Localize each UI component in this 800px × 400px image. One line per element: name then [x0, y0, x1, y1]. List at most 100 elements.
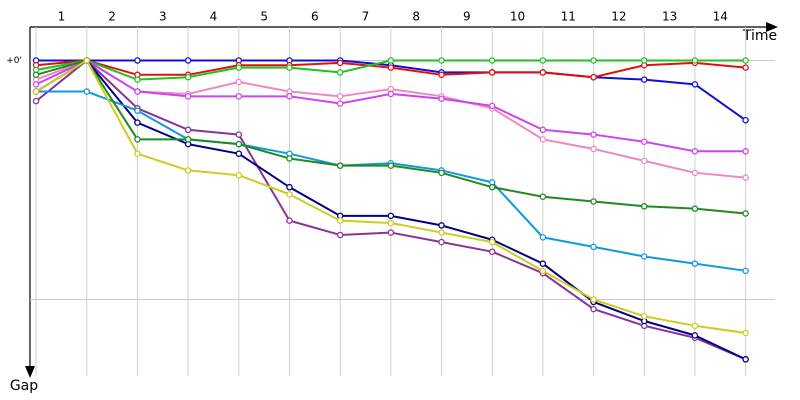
data-point [387, 162, 395, 169]
data-point [184, 167, 192, 174]
data-point [691, 332, 699, 339]
data-point [488, 238, 496, 246]
data-point [539, 126, 547, 134]
data-point [438, 95, 445, 102]
data-point [590, 145, 597, 153]
data-point [742, 148, 749, 155]
data-point [640, 76, 648, 83]
data-point [742, 57, 749, 64]
data-point [184, 57, 192, 64]
data-point [184, 73, 192, 81]
data-point [286, 93, 293, 100]
data-point [742, 329, 749, 337]
data-point [387, 90, 395, 98]
data-point [235, 93, 243, 100]
data-point [539, 267, 547, 275]
data-point [134, 76, 141, 83]
data-point [691, 148, 699, 155]
data-point [590, 73, 597, 81]
x-tick-label: 11 [561, 10, 576, 24]
data-point [488, 248, 496, 255]
data-point [32, 88, 40, 95]
x-tick-label: 7 [362, 10, 370, 24]
x-tick-label: 5 [260, 10, 268, 24]
data-point [134, 88, 141, 95]
data-point [336, 217, 344, 224]
data-point [539, 57, 547, 64]
data-point [488, 57, 496, 64]
data-point [640, 312, 648, 320]
data-point [286, 217, 293, 224]
data-point [336, 93, 344, 100]
x-axis-label: Time [742, 28, 777, 44]
data-point [387, 229, 395, 236]
x-tick-label: 4 [210, 10, 218, 24]
x-tick-label: 13 [662, 10, 677, 24]
data-point [590, 131, 597, 138]
x-tick-label: 6 [311, 10, 319, 24]
data-point [539, 234, 547, 241]
x-tick-label: 10 [510, 10, 525, 24]
x-tick-label: 9 [463, 10, 471, 24]
data-point [691, 169, 699, 177]
data-point [184, 93, 192, 100]
data-point [235, 140, 243, 148]
data-point [742, 174, 749, 181]
data-point [336, 59, 344, 67]
x-axis-arrow [766, 22, 778, 32]
data-point [539, 69, 547, 76]
data-point [83, 57, 91, 64]
data-point [742, 116, 749, 124]
data-point [742, 267, 749, 275]
data-point [488, 183, 496, 191]
data-point [387, 219, 395, 227]
data-point [742, 64, 749, 71]
data-point [235, 131, 243, 138]
data-point [438, 57, 445, 64]
data-point [235, 171, 243, 179]
data-point [134, 57, 141, 64]
data-point [640, 253, 648, 260]
data-point [691, 322, 699, 330]
data-point [488, 102, 496, 110]
data-point [691, 57, 699, 64]
x-tick-label: 2 [108, 10, 116, 24]
x-tick-label: 14 [713, 10, 728, 24]
data-point [83, 88, 91, 95]
data-point [134, 107, 141, 114]
data-point [590, 57, 597, 64]
data-point [691, 81, 699, 88]
data-point [286, 155, 293, 162]
data-point [387, 64, 395, 71]
data-point [539, 136, 547, 143]
data-point [438, 238, 445, 246]
data-point [438, 229, 445, 236]
data-point [640, 138, 648, 145]
data-point [387, 212, 395, 220]
y-axis-label: Gap [10, 378, 38, 394]
data-point [691, 260, 699, 267]
data-point [32, 81, 40, 88]
x-tick-label: 8 [412, 10, 420, 24]
data-point [235, 64, 243, 71]
data-point [742, 356, 749, 363]
data-point [590, 198, 597, 205]
data-point [336, 231, 344, 239]
data-point [640, 57, 648, 64]
data-point [539, 193, 547, 200]
data-point [691, 205, 699, 212]
data-point [640, 157, 648, 165]
data-point [286, 183, 293, 191]
data-point [184, 126, 192, 134]
data-point [134, 136, 141, 143]
data-point [32, 71, 40, 79]
data-point [590, 296, 597, 303]
data-point [488, 69, 496, 76]
data-point [742, 210, 749, 217]
data-point [286, 191, 293, 198]
y-axis-arrow [25, 366, 35, 378]
data-point [336, 162, 344, 169]
data-point [184, 136, 192, 143]
data-point [438, 222, 445, 229]
